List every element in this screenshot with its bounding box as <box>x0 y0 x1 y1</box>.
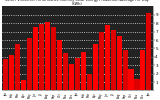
Bar <box>128 70 134 90</box>
Bar <box>15 44 20 90</box>
Bar <box>33 28 38 90</box>
Bar <box>99 32 104 91</box>
Bar <box>116 36 122 90</box>
Bar <box>134 79 140 90</box>
Bar <box>93 44 98 90</box>
Bar <box>3 59 8 90</box>
Bar <box>51 27 56 90</box>
Bar <box>146 13 152 90</box>
Bar <box>111 30 116 90</box>
Bar <box>81 52 86 90</box>
Bar <box>87 74 92 90</box>
Bar <box>21 80 26 90</box>
Bar <box>27 38 32 90</box>
Bar <box>69 64 74 90</box>
Bar <box>63 53 68 90</box>
Bar <box>123 50 128 90</box>
Bar <box>105 25 110 90</box>
Bar <box>39 24 44 90</box>
Bar <box>75 58 80 90</box>
Bar <box>9 55 14 90</box>
Bar <box>57 40 62 90</box>
Bar <box>45 22 50 90</box>
Bar <box>140 50 145 90</box>
Title: Solar PV/Inverter Performance Monthly Solar Energy Production Average Per Day (K: Solar PV/Inverter Performance Monthly So… <box>5 0 149 6</box>
